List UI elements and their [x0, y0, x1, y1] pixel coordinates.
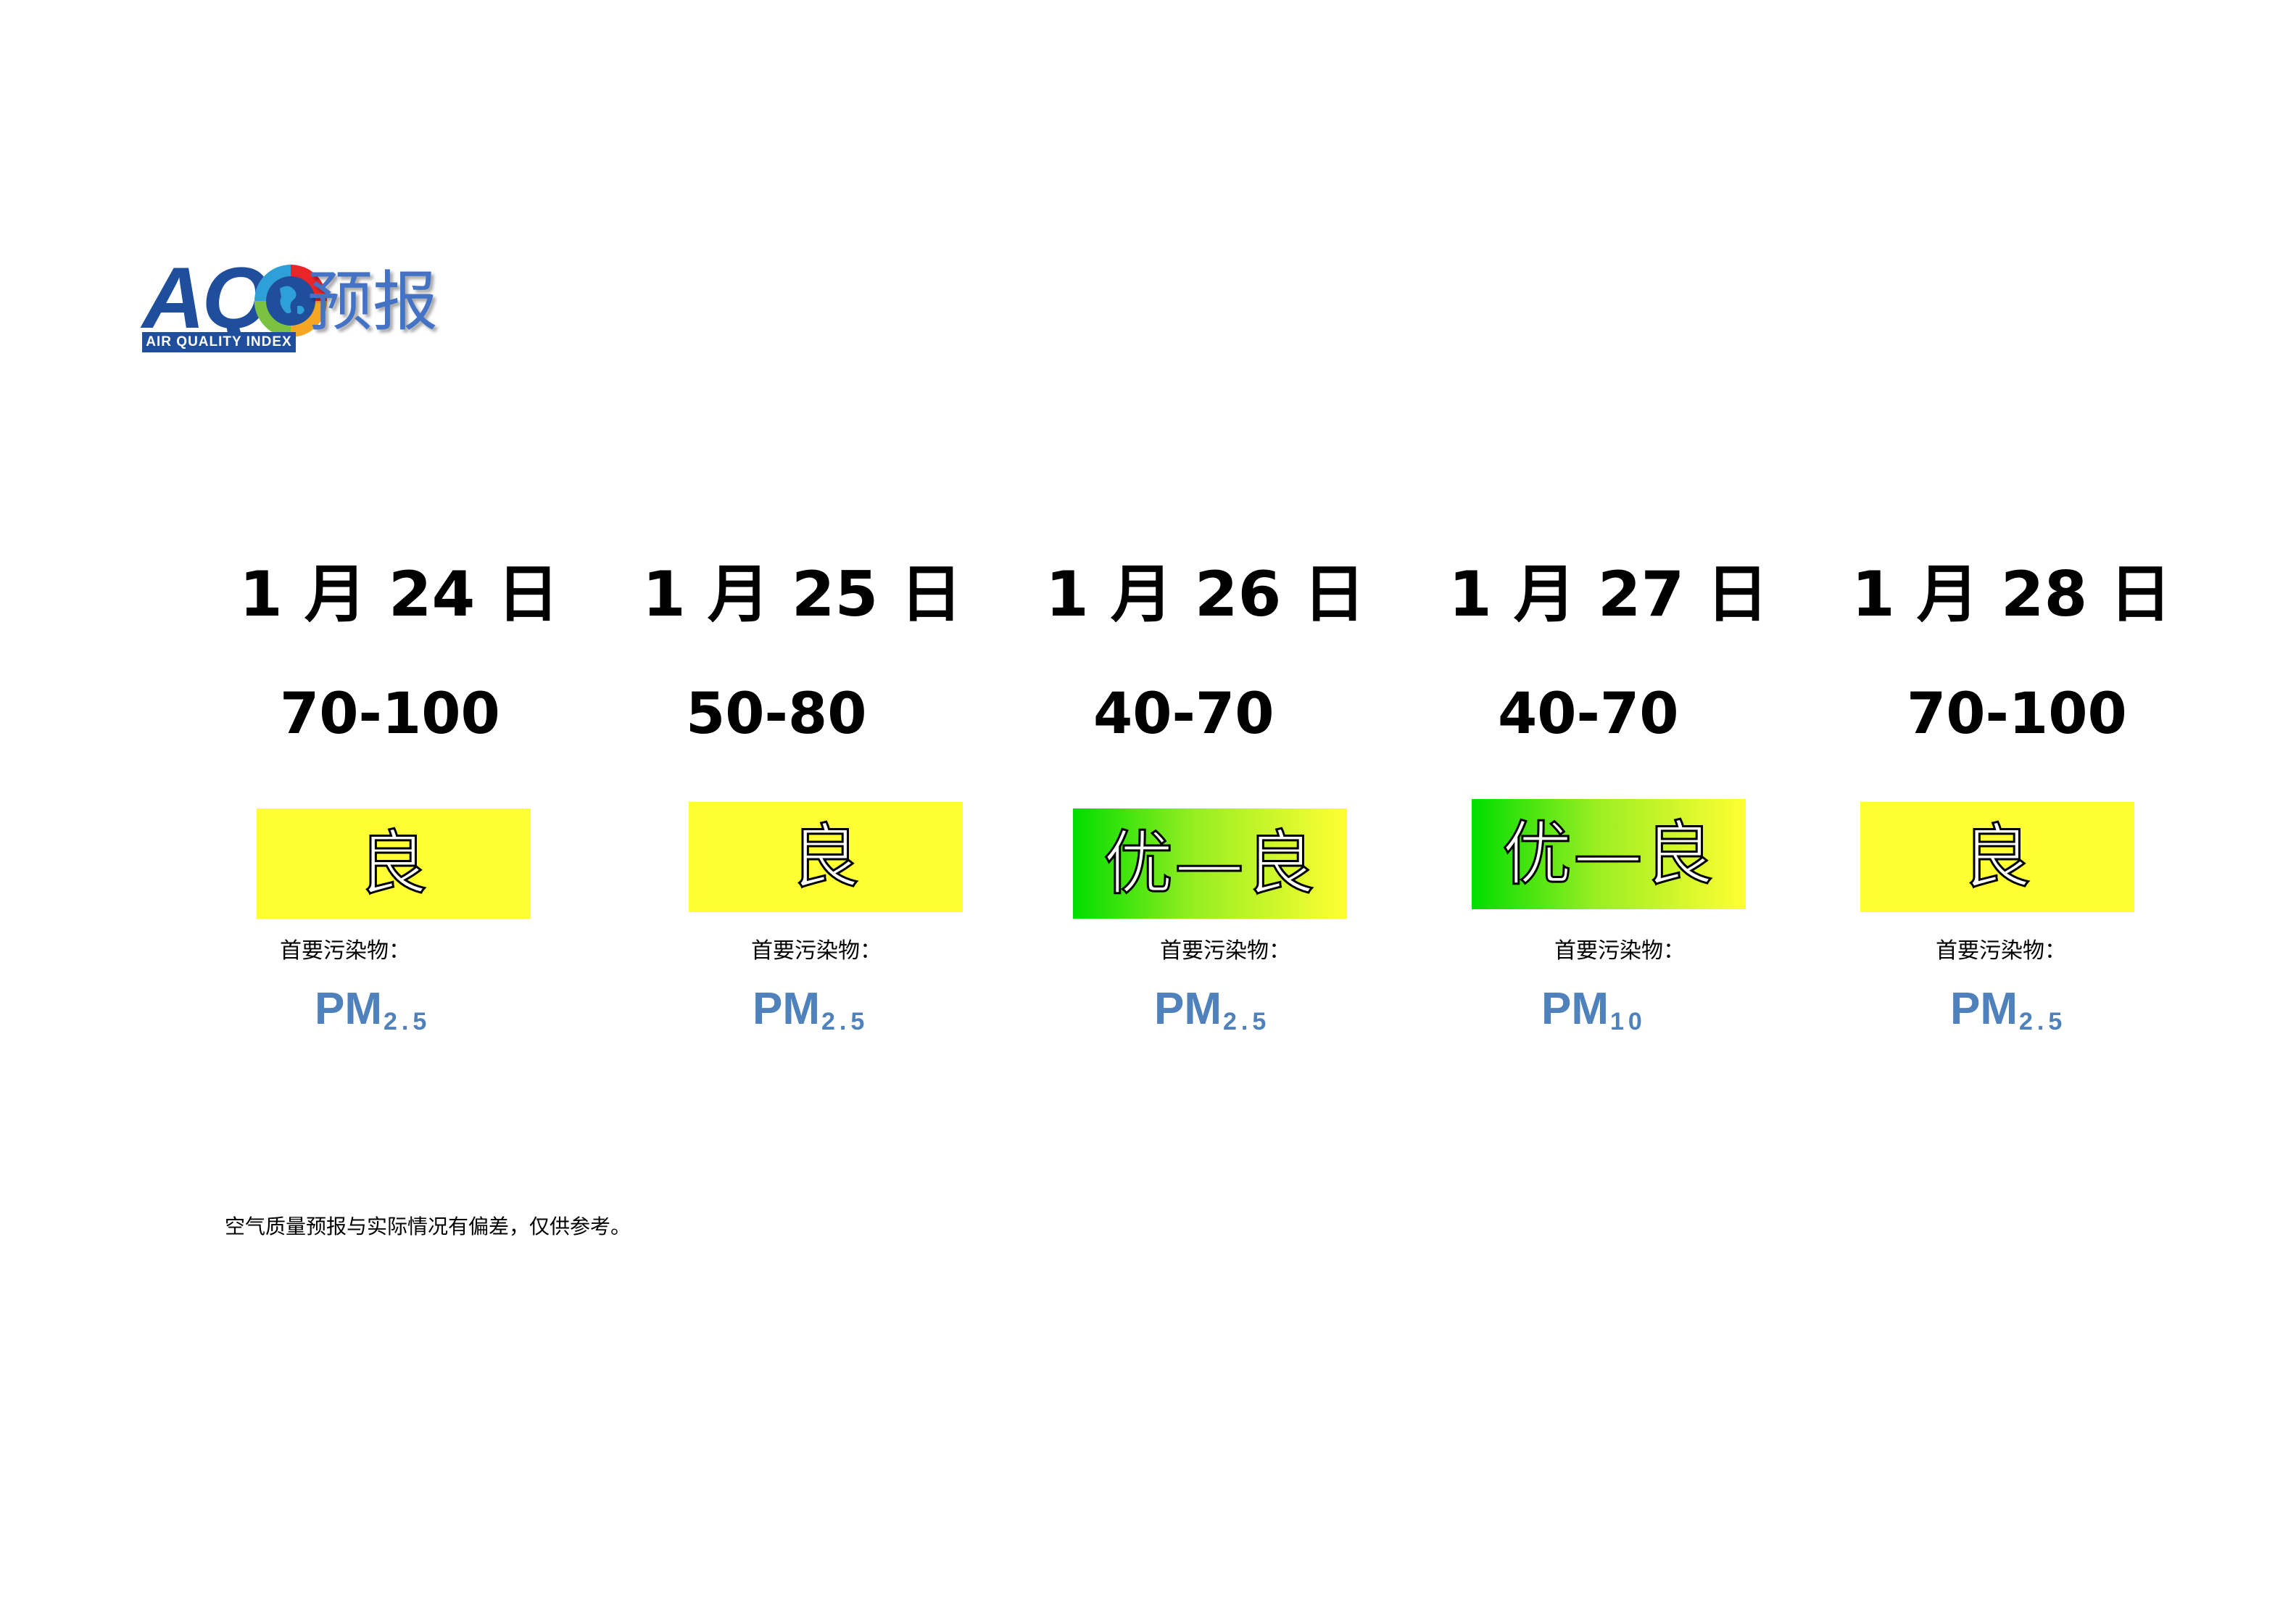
- aqi-level-text: 良: [357, 822, 429, 906]
- forecast-date: 1 月 26 日: [1045, 558, 1366, 631]
- pollutant-name: PM: [1950, 984, 2018, 1034]
- aqi-level-text: 优—良: [1501, 813, 1715, 896]
- primary-pollutant: PM2.5: [1154, 980, 1270, 1051]
- primary-pollutant-label: 首要污染物：: [1936, 938, 2066, 964]
- primary-pollutant: PM2.5: [315, 980, 431, 1051]
- aqi-level-text: 优—良: [1103, 822, 1317, 906]
- forecast-day: 1 月 28 日 70-100 良 首要污染物： PM2.5: [1852, 551, 2172, 1059]
- aqi-logo: AQI AIR QUALITY INDEX 预报: [142, 255, 454, 360]
- forecast-day: 1 月 25 日 50-80 良 首要污染物： PM2.5: [642, 551, 963, 1059]
- primary-pollutant: PM10: [1541, 980, 1646, 1051]
- aqi-range: 40-70: [1093, 682, 1275, 747]
- pollutant-subscript: 2.5: [2019, 1008, 2067, 1035]
- primary-pollutant-label: 首要污染物：: [751, 938, 882, 964]
- forecast-day: 1 月 24 日 70-100 良 首要污染物： PM2.5: [239, 551, 560, 1059]
- aqi-level-text: 良: [789, 816, 861, 899]
- pollutant-name: PM: [1541, 984, 1609, 1034]
- forecast-date: 1 月 27 日: [1449, 558, 1769, 631]
- primary-pollutant-label: 首要污染物：: [1160, 938, 1290, 964]
- globe-icon: [254, 265, 327, 337]
- primary-pollutant: PM2.5: [1950, 980, 2066, 1051]
- pollutant-subscript: 10: [1610, 1008, 1646, 1035]
- aqi-level-badge: 优—良: [1073, 808, 1347, 919]
- forecast-date: 1 月 28 日: [1852, 558, 2172, 631]
- logo-subtitle: AIR QUALITY INDEX: [142, 332, 296, 352]
- aqi-level-badge: 优—良: [1472, 799, 1746, 909]
- pollutant-subscript: 2.5: [821, 1008, 869, 1035]
- pollutant-subscript: 2.5: [384, 1008, 431, 1035]
- pollutant-name: PM: [1154, 984, 1222, 1034]
- aqi-range: 40-70: [1498, 682, 1679, 747]
- forecast-day: 1 月 26 日 40-70 优—良 首要污染物： PM2.5: [1045, 551, 1366, 1059]
- aqi-level-text: 良: [1961, 816, 2033, 899]
- forecast-day: 1 月 27 日 40-70 优—良 首要污染物： PM10: [1449, 551, 1769, 1059]
- aqi-level-badge: 良: [1860, 802, 2134, 912]
- pollutant-subscript: 2.5: [1223, 1008, 1271, 1035]
- pollutant-name: PM: [753, 984, 820, 1034]
- forecast-date: 1 月 25 日: [642, 558, 963, 631]
- disclaimer-text: 空气质量预报与实际情况有偏差，仅供参考。: [225, 1215, 631, 1238]
- primary-pollutant: PM2.5: [753, 980, 869, 1051]
- aqi-range: 70-100: [280, 682, 500, 747]
- primary-pollutant-label: 首要污染物：: [280, 938, 410, 964]
- aqi-level-badge: 良: [257, 808, 531, 919]
- aqi-level-badge: 良: [689, 802, 963, 912]
- primary-pollutant-label: 首要污染物：: [1554, 938, 1685, 964]
- forecast-date: 1 月 24 日: [239, 558, 560, 631]
- aqi-range: 50-80: [686, 682, 867, 747]
- pollutant-name: PM: [315, 984, 382, 1034]
- aqi-range: 70-100: [1907, 682, 2127, 747]
- page-title: 预报: [307, 264, 438, 340]
